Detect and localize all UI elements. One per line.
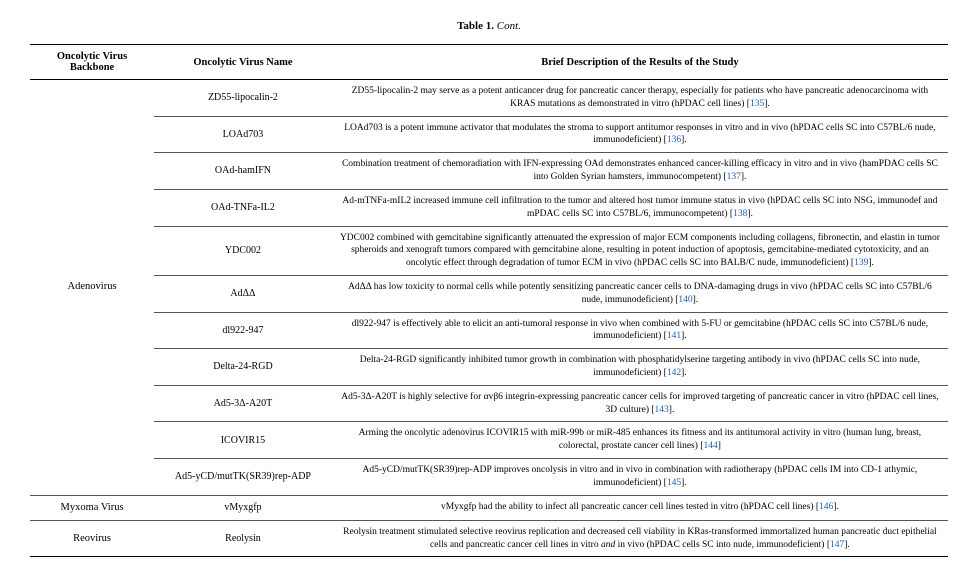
reference-link[interactable]: 139 [854, 258, 868, 268]
cell-description: YDC002 combined with gemcitabine signifi… [332, 226, 948, 275]
cell-backbone: Myxoma Virus [30, 495, 154, 520]
table-number: Table 1. [457, 20, 494, 32]
table-row: OAd-hamIFNCombination treatment of chemo… [30, 153, 948, 190]
table-row: Ad5-yCD/mutTK(SR39)rep-ADPAd5-yCD/mutTK(… [30, 459, 948, 496]
cell-virus-name: YDC002 [154, 226, 332, 275]
cell-description: Arming the oncolytic adenovirus ICOVIR15… [332, 422, 948, 459]
cell-description: Combination treatment of chemoradiation … [332, 153, 948, 190]
cell-backbone: Reovirus [30, 520, 154, 557]
table-row: AdΔΔAdΔΔ has low toxicity to normal cell… [30, 275, 948, 312]
reference-link[interactable]: 146 [819, 502, 833, 512]
table-row: YDC002YDC002 combined with gemcitabine s… [30, 226, 948, 275]
table-row: Ad5-3Δ-A20TAd5-3Δ-A20T is highly selecti… [30, 385, 948, 422]
cell-description: Ad5-3Δ-A20T is highly selective for αvβ6… [332, 385, 948, 422]
cell-virus-name: ICOVIR15 [154, 422, 332, 459]
cell-description: Delta-24-RGD significantly inhibited tum… [332, 349, 948, 386]
table-row: OAd-TNFa-IL2Ad-mTNFa-mIL2 increased immu… [30, 189, 948, 226]
table-caption: Table 1. Cont. [30, 20, 948, 32]
cell-description: LOAd703 is a potent immune activator tha… [332, 116, 948, 153]
header-backbone: Oncolytic Virus Backbone [30, 45, 154, 80]
cell-virus-name: OAd-hamIFN [154, 153, 332, 190]
cell-description: Reolysin treatment stimulated selective … [332, 520, 948, 557]
cell-description: dl922-947 is effectively able to elicit … [332, 312, 948, 349]
cell-virus-name: OAd-TNFa-IL2 [154, 189, 332, 226]
table-header-row: Oncolytic Virus Backbone Oncolytic Virus… [30, 45, 948, 80]
header-desc: Brief Description of the Results of the … [332, 45, 948, 80]
cell-virus-name: Delta-24-RGD [154, 349, 332, 386]
reference-link[interactable]: 143 [655, 405, 669, 415]
cell-virus-name: vMyxgfp [154, 495, 332, 520]
reference-link[interactable]: 136 [667, 135, 681, 145]
cell-virus-name: ZD55-lipocalin-2 [154, 80, 332, 117]
reference-link[interactable]: 137 [727, 172, 741, 182]
cell-description: Ad-mTNFa-mIL2 increased immune cell infi… [332, 189, 948, 226]
results-table: Oncolytic Virus Backbone Oncolytic Virus… [30, 44, 948, 557]
reference-link[interactable]: 142 [667, 368, 681, 378]
cell-virus-name: Ad5-yCD/mutTK(SR39)rep-ADP [154, 459, 332, 496]
table-title-suffix: Cont. [497, 20, 521, 32]
reference-link[interactable]: 135 [750, 99, 764, 109]
cell-virus-name: Ad5-3Δ-A20T [154, 385, 332, 422]
table-row: ReovirusReolysinReolysin treatment stimu… [30, 520, 948, 557]
table-row: ICOVIR15Arming the oncolytic adenovirus … [30, 422, 948, 459]
table-row: dl922-947dl922-947 is effectively able t… [30, 312, 948, 349]
reference-link[interactable]: 141 [667, 331, 681, 341]
cell-description: ZD55-lipocalin-2 may serve as a potent a… [332, 80, 948, 117]
header-name: Oncolytic Virus Name [154, 45, 332, 80]
cell-virus-name: dl922-947 [154, 312, 332, 349]
reference-link[interactable]: 145 [667, 478, 681, 488]
cell-virus-name: AdΔΔ [154, 275, 332, 312]
table-row: Myxoma VirusvMyxgfpvMyxgfp had the abili… [30, 495, 948, 520]
cell-virus-name: Reolysin [154, 520, 332, 557]
reference-link[interactable]: 140 [678, 295, 692, 305]
cell-virus-name: LOAd703 [154, 116, 332, 153]
table-row: AdenovirusZD55-lipocalin-2ZD55-lipocalin… [30, 80, 948, 117]
cell-description: vMyxgfp had the ability to infect all pa… [332, 495, 948, 520]
table-row: Delta-24-RGDDelta-24-RGD significantly i… [30, 349, 948, 386]
reference-link[interactable]: 138 [733, 209, 747, 219]
cell-description: AdΔΔ has low toxicity to normal cells wh… [332, 275, 948, 312]
reference-link[interactable]: 144 [703, 441, 717, 451]
table-row: LOAd703LOAd703 is a potent immune activa… [30, 116, 948, 153]
cell-description: Ad5-yCD/mutTK(SR39)rep-ADP improves onco… [332, 459, 948, 496]
reference-link[interactable]: 147 [830, 540, 844, 550]
cell-backbone: Adenovirus [30, 80, 154, 496]
